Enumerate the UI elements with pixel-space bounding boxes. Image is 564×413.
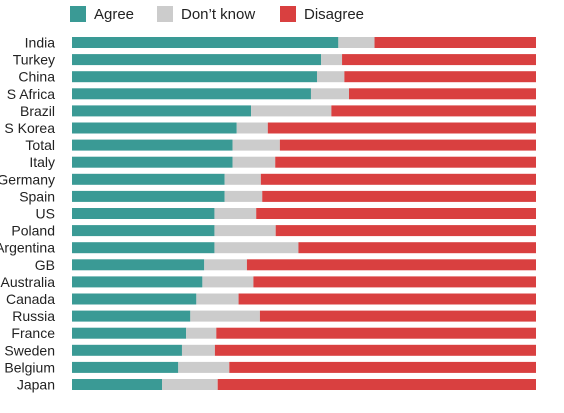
bar-japan-don-t-know bbox=[162, 379, 218, 390]
bar-canada-don-t-know bbox=[196, 293, 239, 305]
bar-us-disagree bbox=[256, 208, 536, 219]
category-label-japan: Japan bbox=[17, 377, 55, 393]
category-label-sweden: Sweden bbox=[4, 342, 55, 358]
category-label-italy: Italy bbox=[29, 154, 55, 170]
bar-russia-disagree bbox=[259, 310, 536, 322]
category-label-argentina: Argentina bbox=[0, 240, 55, 256]
category-label-france: France bbox=[11, 325, 55, 341]
bar-gb-don-t-know bbox=[204, 259, 247, 271]
bar-germany-don-t-know bbox=[224, 173, 261, 185]
bar-us-agree bbox=[72, 208, 215, 219]
bar-turkey-don-t-know bbox=[321, 54, 343, 66]
bar-italy-agree bbox=[72, 156, 233, 168]
category-label-brazil: Brazil bbox=[20, 103, 55, 119]
bar-s-africa-disagree bbox=[349, 88, 536, 100]
legend-label-disagree: Disagree bbox=[304, 5, 365, 23]
bar-australia-disagree bbox=[253, 276, 536, 288]
category-label-germany: Germany bbox=[0, 171, 55, 187]
bar-sweden-don-t-know bbox=[181, 344, 215, 356]
bar-s-africa-don-t-know bbox=[310, 88, 350, 100]
bar-japan-disagree bbox=[217, 379, 537, 390]
bar-spain-agree bbox=[72, 190, 225, 202]
bar-gb-disagree bbox=[246, 259, 537, 271]
bar-poland-agree bbox=[72, 225, 215, 237]
bar-russia-agree bbox=[72, 310, 191, 322]
bar-france-agree bbox=[72, 327, 187, 339]
bar-s-africa-agree bbox=[72, 88, 311, 100]
category-label-australia: Australia bbox=[1, 274, 56, 290]
category-label-canada: Canada bbox=[6, 291, 55, 307]
bar-australia-agree bbox=[72, 276, 203, 288]
bar-spain-don-t-know bbox=[224, 190, 263, 202]
legend-label-dont-know: Don’t know bbox=[181, 5, 256, 23]
bar-poland-disagree bbox=[275, 225, 536, 237]
bar-argentina-disagree bbox=[298, 242, 536, 254]
bar-canada-disagree bbox=[238, 293, 537, 305]
category-label-total: Total bbox=[25, 137, 55, 153]
category-label-s-africa: S Africa bbox=[7, 86, 55, 102]
bar-total-don-t-know bbox=[232, 139, 280, 151]
bar-turkey-agree bbox=[72, 54, 322, 66]
category-label-s-korea: S Korea bbox=[4, 120, 55, 136]
bar-s-korea-don-t-know bbox=[236, 122, 268, 134]
bar-belgium-don-t-know bbox=[178, 361, 230, 373]
bar-spain-disagree bbox=[262, 190, 536, 202]
bar-china-agree bbox=[72, 71, 317, 83]
bar-india-don-t-know bbox=[338, 37, 375, 48]
legend-item-dont-know: Don’t know bbox=[157, 4, 255, 24]
bar-total-agree bbox=[72, 139, 233, 151]
bar-belgium-agree bbox=[72, 361, 179, 373]
legend-swatch-disagree bbox=[280, 6, 296, 22]
bar-france-don-t-know bbox=[186, 327, 217, 339]
bar-belgium-disagree bbox=[229, 361, 536, 373]
bar-s-korea-disagree bbox=[267, 122, 536, 134]
category-label-belgium: Belgium bbox=[4, 359, 55, 375]
category-label-gb: GB bbox=[35, 257, 55, 273]
bar-japan-agree bbox=[72, 379, 163, 390]
bar-gb-agree bbox=[72, 259, 205, 271]
legend-item-agree: Agree bbox=[70, 4, 134, 24]
legend-swatch-dont-know bbox=[157, 6, 173, 22]
category-label-poland: Poland bbox=[11, 223, 55, 239]
bar-sweden-disagree bbox=[214, 344, 537, 356]
bar-australia-don-t-know bbox=[202, 276, 254, 288]
bar-india-agree bbox=[72, 37, 339, 48]
category-label-us: US bbox=[36, 206, 55, 222]
bar-russia-don-t-know bbox=[190, 310, 260, 322]
bar-france-disagree bbox=[216, 327, 536, 339]
category-label-spain: Spain bbox=[19, 188, 55, 204]
bar-poland-don-t-know bbox=[214, 225, 276, 237]
bar-brazil-disagree bbox=[331, 105, 536, 117]
bar-china-disagree bbox=[344, 71, 536, 83]
legend-item-disagree: Disagree bbox=[280, 4, 364, 24]
bar-sweden-agree bbox=[72, 344, 182, 356]
bar-germany-disagree bbox=[260, 173, 536, 185]
bar-canada-agree bbox=[72, 293, 197, 305]
category-label-china: China bbox=[18, 69, 55, 85]
category-label-turkey: Turkey bbox=[13, 52, 55, 68]
bar-brazil-agree bbox=[72, 105, 252, 117]
legend-swatch-agree bbox=[70, 6, 86, 22]
category-label-india: India bbox=[25, 35, 56, 51]
bar-s-korea-agree bbox=[72, 122, 237, 134]
category-label-russia: Russia bbox=[12, 308, 55, 324]
bar-us-don-t-know bbox=[214, 208, 257, 219]
bar-argentina-don-t-know bbox=[214, 242, 299, 254]
bar-italy-don-t-know bbox=[232, 156, 276, 168]
bar-india-disagree bbox=[374, 37, 536, 48]
bar-italy-disagree bbox=[275, 156, 536, 168]
bar-argentina-agree bbox=[72, 242, 215, 254]
legend-label-agree: Agree bbox=[94, 5, 135, 23]
bar-total-disagree bbox=[279, 139, 536, 151]
bar-germany-agree bbox=[72, 173, 225, 185]
bar-turkey-disagree bbox=[342, 54, 536, 66]
bar-china-don-t-know bbox=[316, 71, 345, 83]
bar-brazil-don-t-know bbox=[251, 105, 332, 117]
